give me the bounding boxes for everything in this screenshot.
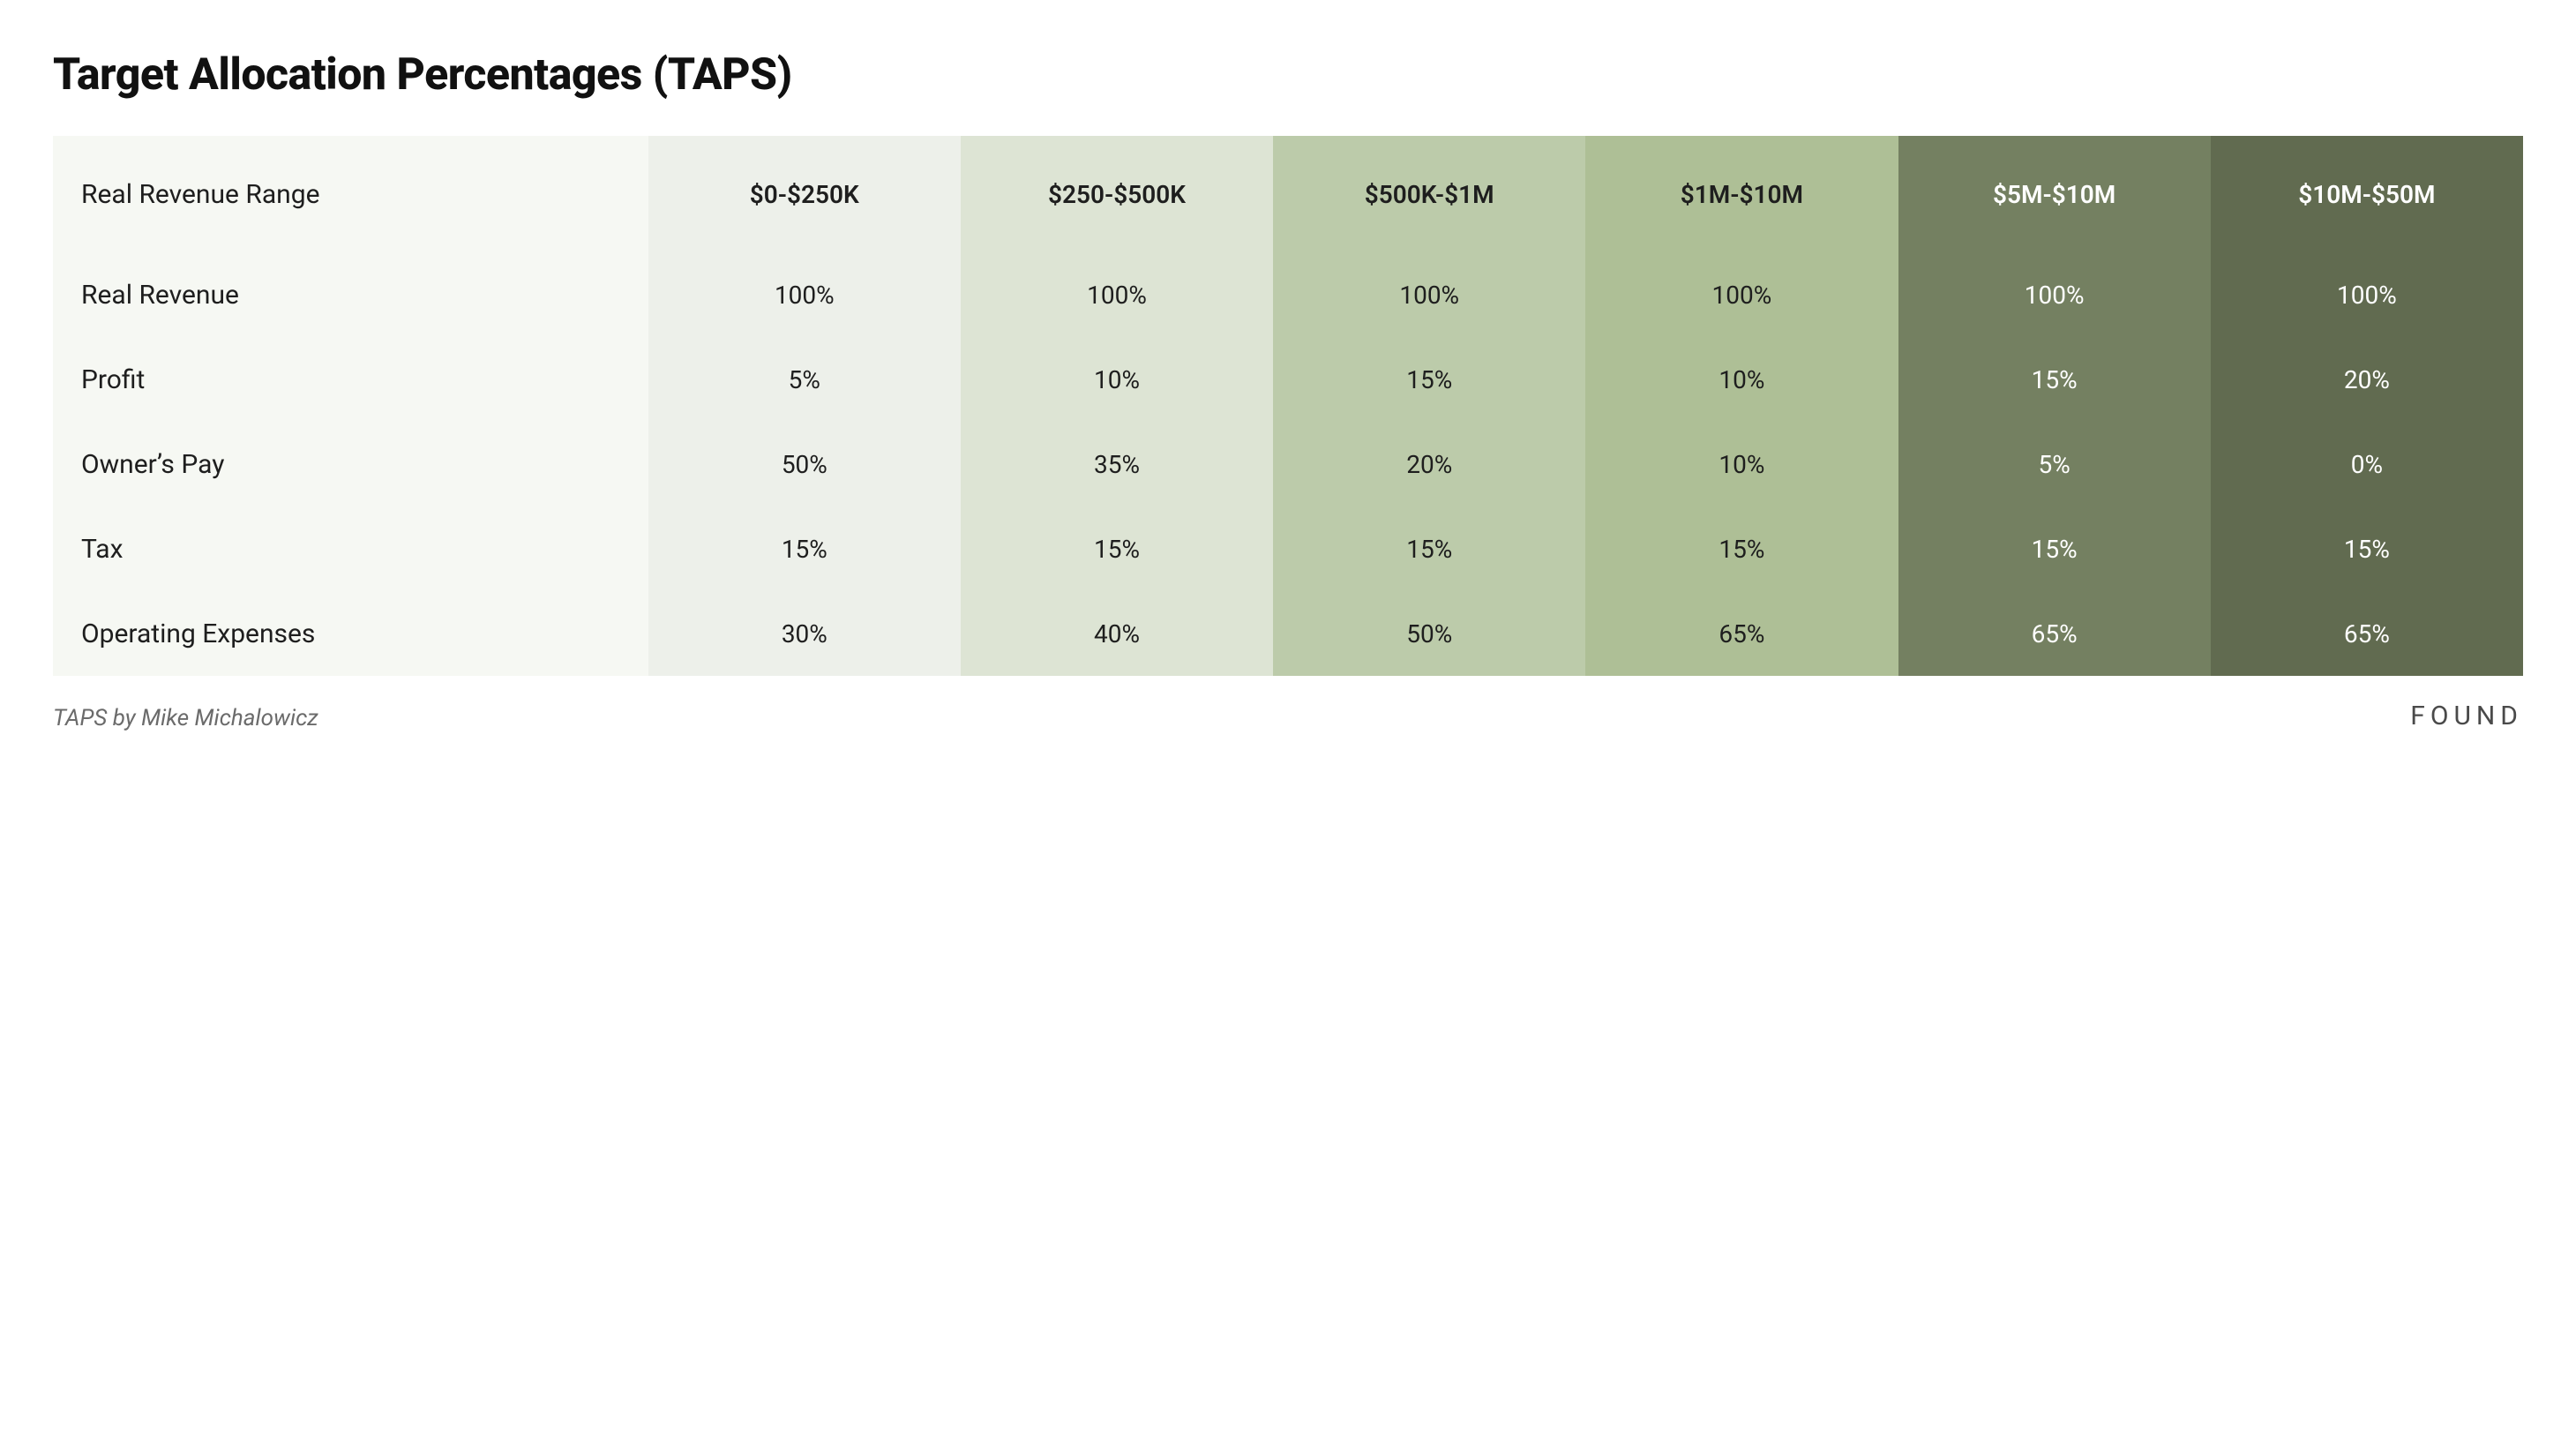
- column-header: $10M-$50M: [2211, 136, 2523, 252]
- footer: TAPS by Mike Michalowicz FOUND: [53, 701, 2523, 731]
- table-cell: 15%: [648, 506, 961, 591]
- brand-logo: FOUND: [2410, 701, 2523, 731]
- table-cell: 15%: [1898, 337, 2211, 422]
- table-cell: 100%: [1273, 252, 1585, 337]
- table-cell: 10%: [961, 337, 1273, 422]
- table-cell: 5%: [648, 337, 961, 422]
- table-cell: 65%: [1898, 591, 2211, 676]
- column-header: $0-$250K: [648, 136, 961, 252]
- table-cell: 65%: [2211, 591, 2523, 676]
- page-title: Target Allocation Percentages (TAPS): [53, 49, 2523, 101]
- row-label: Profit: [53, 337, 648, 422]
- attribution-text: TAPS by Mike Michalowicz: [53, 705, 318, 731]
- taps-tbody: Real Revenue Range$0-$250K$250-$500K$500…: [53, 136, 2523, 676]
- column-header: $250-$500K: [961, 136, 1273, 252]
- row-label: Owner’s Pay: [53, 422, 648, 506]
- row-label: Operating Expenses: [53, 591, 648, 676]
- table-cell: 20%: [1273, 422, 1585, 506]
- table-cell: 0%: [2211, 422, 2523, 506]
- table-cell: 15%: [961, 506, 1273, 591]
- table-cell: 50%: [1273, 591, 1585, 676]
- table-cell: 15%: [1898, 506, 2211, 591]
- table-row: Owner’s Pay50%35%20%10%5%0%: [53, 422, 2523, 506]
- table-cell: 10%: [1585, 422, 1898, 506]
- table-cell: 100%: [1898, 252, 2211, 337]
- taps-table: Real Revenue Range$0-$250K$250-$500K$500…: [53, 136, 2523, 676]
- column-header: $5M-$10M: [1898, 136, 2211, 252]
- table-cell: 20%: [2211, 337, 2523, 422]
- table-row: Operating Expenses30%40%50%65%65%65%: [53, 591, 2523, 676]
- row-label: Real Revenue: [53, 252, 648, 337]
- table-cell: 100%: [648, 252, 961, 337]
- table-cell: 10%: [1585, 337, 1898, 422]
- table-cell: 15%: [1273, 337, 1585, 422]
- column-header: $500K-$1M: [1273, 136, 1585, 252]
- column-header: $1M-$10M: [1585, 136, 1898, 252]
- table-cell: 35%: [961, 422, 1273, 506]
- table-cell: 50%: [648, 422, 961, 506]
- row-label-header: Real Revenue Range: [53, 136, 648, 252]
- table-cell: 100%: [961, 252, 1273, 337]
- table-header-row: Real Revenue Range$0-$250K$250-$500K$500…: [53, 136, 2523, 252]
- table-row: Tax15%15%15%15%15%15%: [53, 506, 2523, 591]
- table-cell: 30%: [648, 591, 961, 676]
- table-row: Real Revenue100%100%100%100%100%100%: [53, 252, 2523, 337]
- table-cell: 100%: [2211, 252, 2523, 337]
- table-row: Profit5%10%15%10%15%20%: [53, 337, 2523, 422]
- table-cell: 15%: [2211, 506, 2523, 591]
- table-cell: 65%: [1585, 591, 1898, 676]
- table-cell: 5%: [1898, 422, 2211, 506]
- table-cell: 15%: [1273, 506, 1585, 591]
- table-cell: 15%: [1585, 506, 1898, 591]
- table-cell: 40%: [961, 591, 1273, 676]
- table-cell: 100%: [1585, 252, 1898, 337]
- row-label: Tax: [53, 506, 648, 591]
